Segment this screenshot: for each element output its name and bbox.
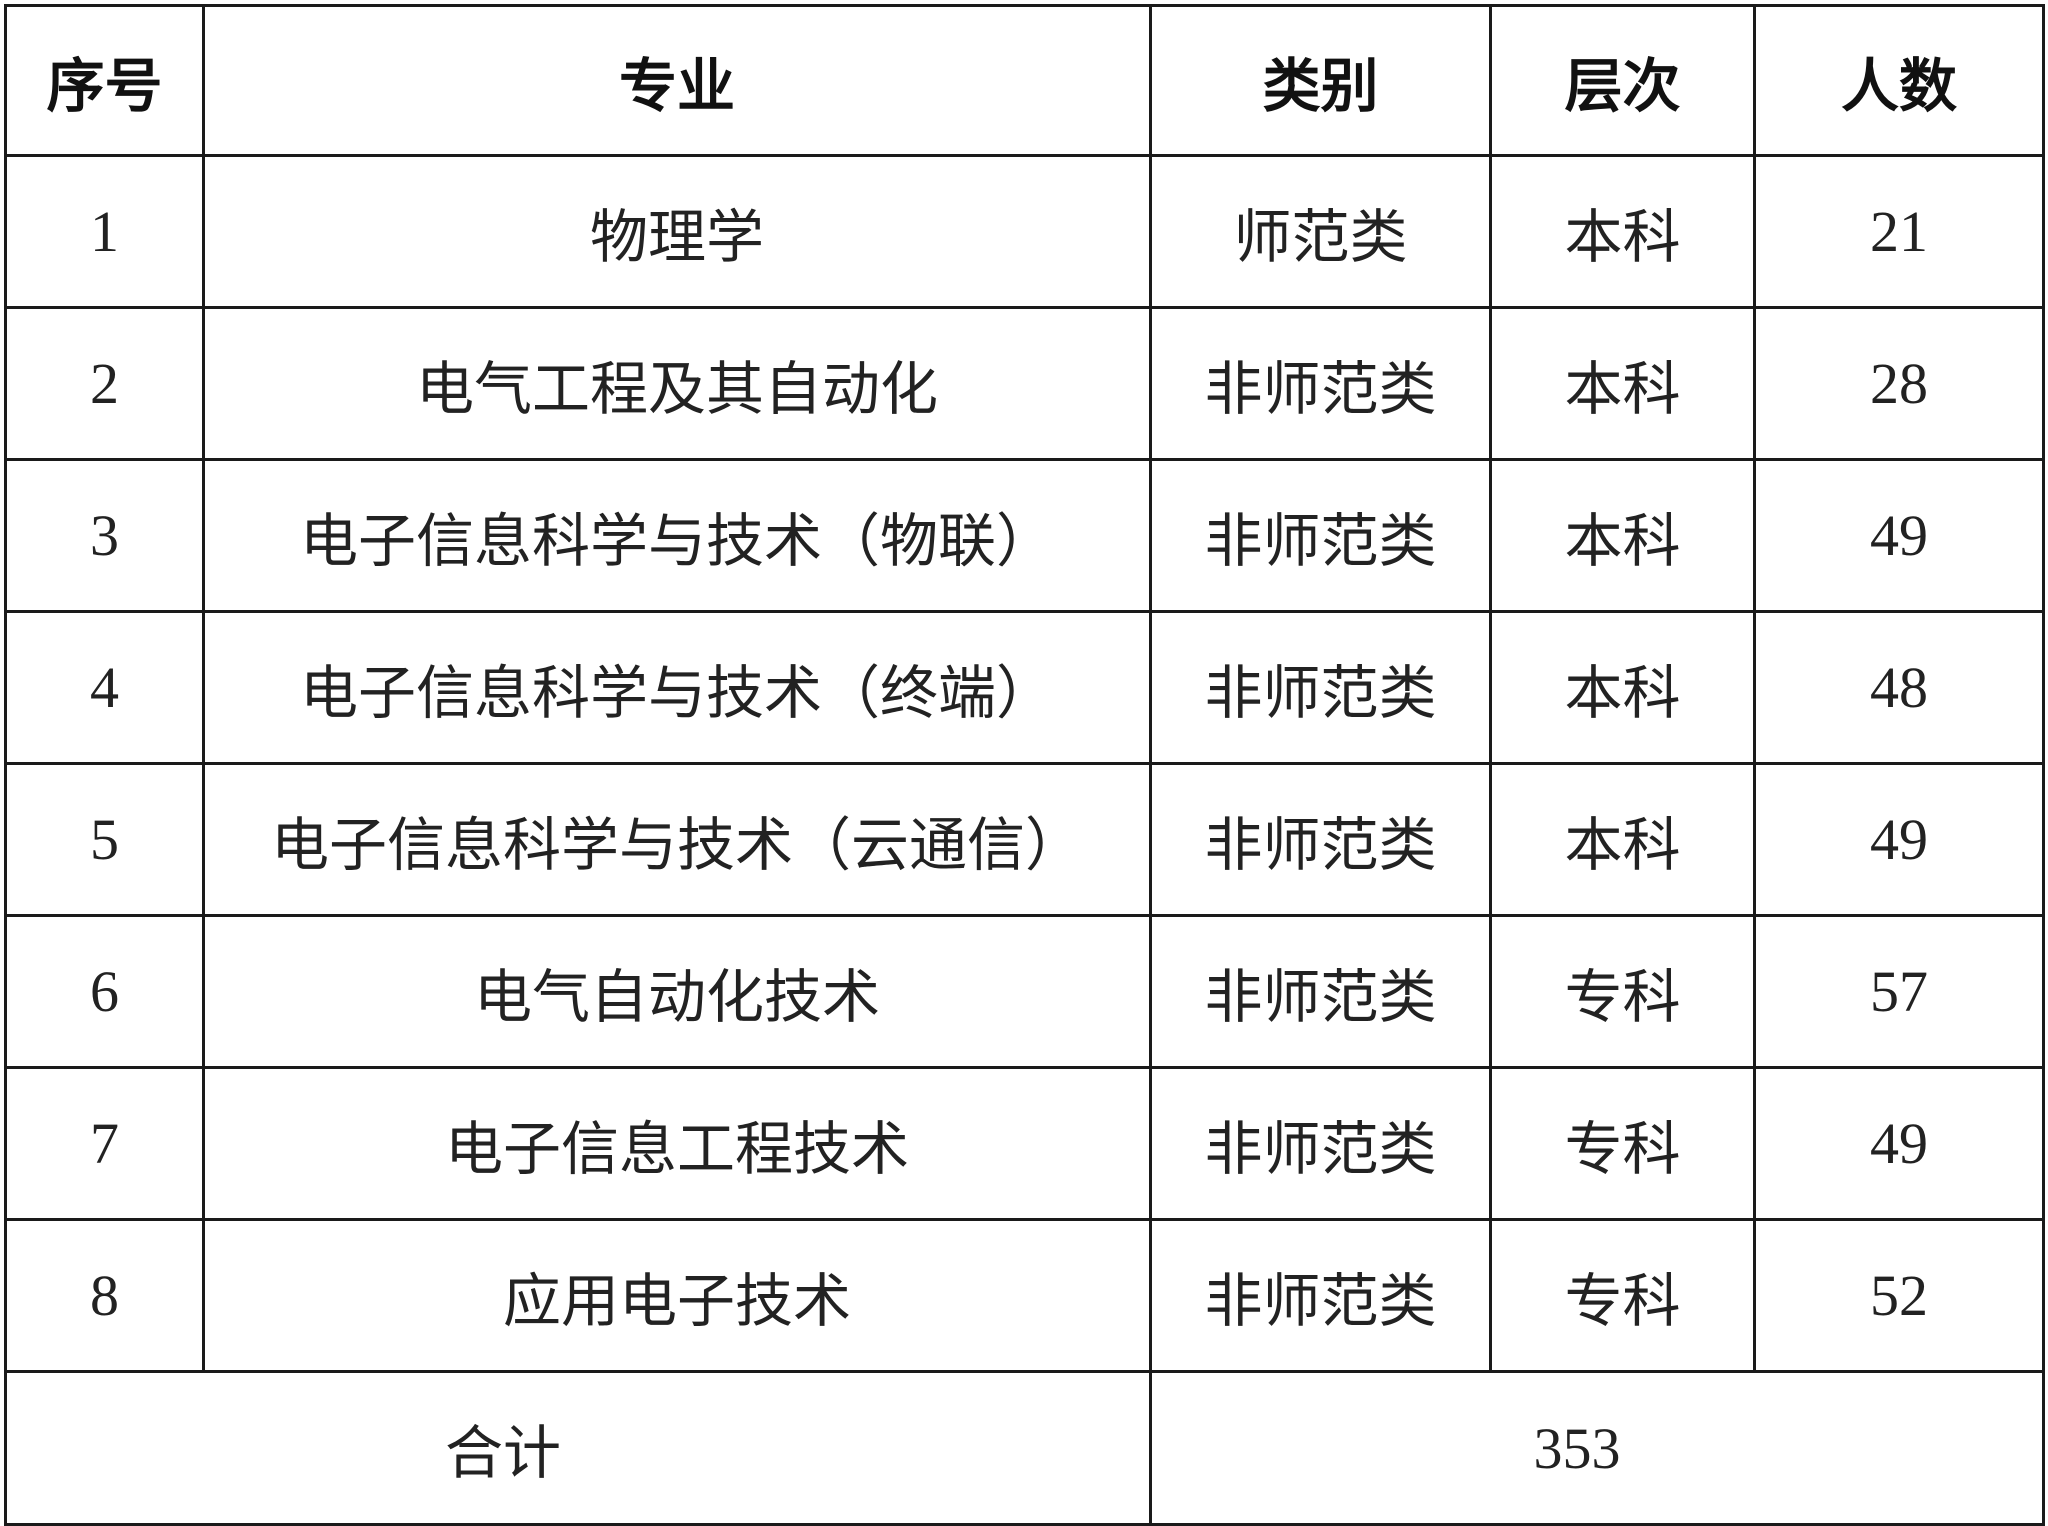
cell-category: 非师范类 (1149, 458, 1492, 613)
table-row: 3 电子信息科学与技术（物联） 非师范类 本科 49 (4, 458, 2045, 613)
cell-index: 2 (4, 306, 205, 461)
cell-count: 21 (1753, 154, 2045, 309)
cell-category: 非师范类 (1149, 1066, 1492, 1221)
cell-category: 非师范类 (1149, 610, 1492, 765)
cell-level: 本科 (1489, 762, 1756, 917)
total-label: 合计 (4, 1370, 1152, 1526)
cell-major: 电子信息科学与技术（物联） (202, 458, 1152, 613)
header-index: 序号 (4, 4, 205, 157)
cell-index: 1 (4, 154, 205, 309)
table-row: 7 电子信息工程技术 非师范类 专科 49 (4, 1066, 2045, 1221)
cell-count: 48 (1753, 610, 2045, 765)
cell-major: 应用电子技术 (202, 1218, 1152, 1373)
cell-index: 8 (4, 1218, 205, 1373)
cell-index: 5 (4, 762, 205, 917)
cell-major: 电气工程及其自动化 (202, 306, 1152, 461)
cell-count: 57 (1753, 914, 2045, 1069)
cell-index: 4 (4, 610, 205, 765)
cell-index: 7 (4, 1066, 205, 1221)
cell-count: 52 (1753, 1218, 2045, 1373)
cell-category: 非师范类 (1149, 306, 1492, 461)
table-row: 2 电气工程及其自动化 非师范类 本科 28 (4, 306, 2045, 461)
cell-major: 电子信息工程技术 (202, 1066, 1152, 1221)
header-count: 人数 (1753, 4, 2045, 157)
cell-index: 3 (4, 458, 205, 613)
total-row: 合计 353 (4, 1370, 2045, 1526)
cell-level: 专科 (1489, 1066, 1756, 1221)
table-row: 6 电气自动化技术 非师范类 专科 57 (4, 914, 2045, 1069)
cell-level: 专科 (1489, 914, 1756, 1069)
table-row: 1 物理学 师范类 本科 21 (4, 154, 2045, 309)
cell-level: 专科 (1489, 1218, 1756, 1373)
cell-major: 物理学 (202, 154, 1152, 309)
cell-category: 非师范类 (1149, 914, 1492, 1069)
total-value: 353 (1149, 1370, 2045, 1526)
cell-major: 电子信息科学与技术（云通信） (202, 762, 1152, 917)
cell-count: 28 (1753, 306, 2045, 461)
cell-level: 本科 (1489, 154, 1756, 309)
table-row: 5 电子信息科学与技术（云通信） 非师范类 本科 49 (4, 762, 2045, 917)
cell-index: 6 (4, 914, 205, 1069)
cell-count: 49 (1753, 762, 2045, 917)
cell-count: 49 (1753, 458, 2045, 613)
cell-major: 电子信息科学与技术（终端） (202, 610, 1152, 765)
cell-category: 非师范类 (1149, 1218, 1492, 1373)
header-row: 序号 专业 类别 层次 人数 (4, 4, 2045, 157)
cell-level: 本科 (1489, 306, 1756, 461)
header-category: 类别 (1149, 4, 1492, 157)
enrollment-table: 序号 专业 类别 层次 人数 1 物理学 师范类 本科 21 2 电气工程及其自动化 非师范类… (4, 4, 2045, 1526)
cell-category: 师范类 (1149, 154, 1492, 309)
cell-count: 49 (1753, 1066, 2045, 1221)
cell-major: 电气自动化技术 (202, 914, 1152, 1069)
table-row: 8 应用电子技术 非师范类 专科 52 (4, 1218, 2045, 1373)
header-major: 专业 (202, 4, 1152, 157)
table-row: 4 电子信息科学与技术（终端） 非师范类 本科 48 (4, 610, 2045, 765)
header-level: 层次 (1489, 4, 1756, 157)
cell-level: 本科 (1489, 458, 1756, 613)
cell-level: 本科 (1489, 610, 1756, 765)
cell-category: 非师范类 (1149, 762, 1492, 917)
